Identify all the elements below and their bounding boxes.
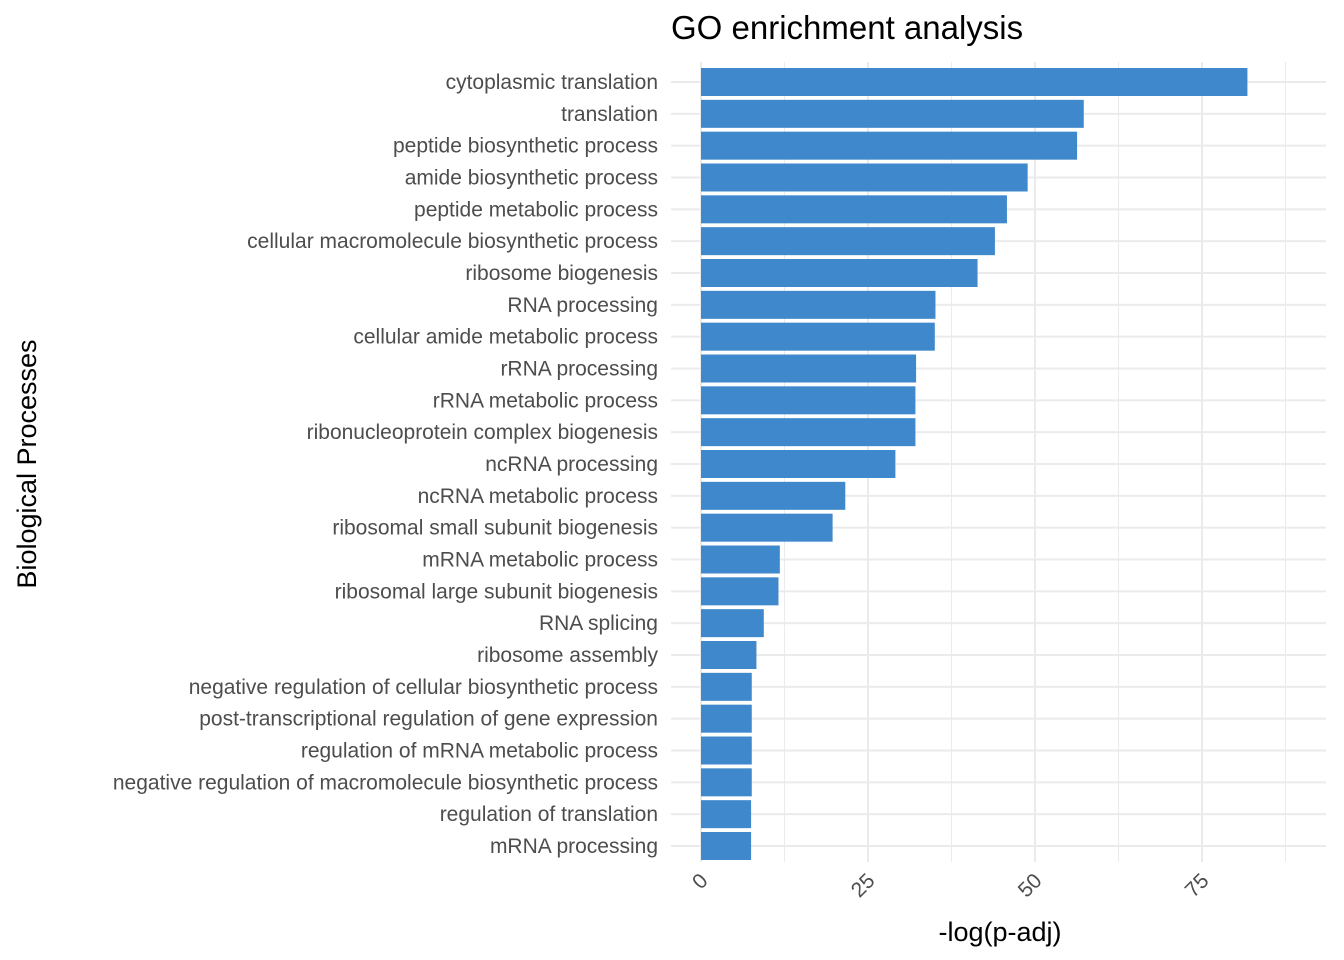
bar (701, 704, 752, 733)
bar (701, 768, 752, 797)
x-tick-label: 25 (847, 869, 880, 902)
category-label: mRNA processing (490, 835, 658, 858)
bar (701, 163, 1028, 192)
category-label: cellular amide metabolic process (353, 326, 658, 349)
category-label: ribosomal large subunit biogenesis (335, 580, 658, 603)
category-label: negative regulation of cellular biosynth… (189, 676, 658, 699)
bar (701, 545, 780, 574)
category-label: regulation of mRNA metabolic process (301, 740, 658, 763)
bar (701, 195, 1007, 224)
category-label: post-transcriptional regulation of gene … (199, 708, 658, 731)
bar (701, 418, 916, 447)
bar (701, 641, 757, 669)
bar (701, 800, 752, 829)
category-label: RNA processing (507, 294, 658, 317)
category-label: regulation of translation (440, 803, 658, 826)
bar (701, 322, 935, 351)
bar (701, 672, 752, 701)
bar (701, 68, 1248, 96)
category-label: ncRNA processing (485, 453, 658, 476)
category-label: translation (561, 103, 658, 126)
x-tick-label: 0 (688, 869, 713, 894)
category-label: ribosomal small subunit biogenesis (332, 517, 658, 540)
x-axis-title: -log(p-adj) (938, 917, 1061, 947)
bar (701, 99, 1084, 128)
bar (701, 450, 896, 478)
bar (701, 227, 995, 256)
category-label: peptide biosynthetic process (393, 135, 658, 158)
bar (701, 513, 833, 542)
category-label: mRNA metabolic process (422, 549, 658, 572)
category-label: amide biosynthetic process (405, 167, 658, 190)
bar (701, 736, 752, 765)
y-axis-title: Biological Processes (12, 339, 42, 588)
bar (701, 259, 978, 287)
bar (701, 386, 916, 415)
bar (701, 577, 779, 606)
category-label: ncRNA metabolic process (418, 485, 658, 508)
x-tick-label: 50 (1014, 869, 1047, 902)
category-label: rRNA processing (500, 358, 658, 381)
x-tick-label: 75 (1181, 869, 1214, 902)
category-labels: cytoplasmic translation translation peptid… (113, 71, 659, 858)
bar (701, 481, 846, 510)
bar (701, 131, 1078, 160)
category-label: negative regulation of macromolecule bio… (113, 771, 658, 794)
bars-group (701, 68, 1248, 860)
category-label: rRNA metabolic process (433, 389, 658, 412)
x-tick-labels: 0 25 50 75 (688, 869, 1214, 902)
bar (701, 290, 936, 319)
category-label: cytoplasmic translation (446, 71, 658, 94)
category-label: ribosome assembly (477, 644, 658, 667)
category-label: RNA splicing (539, 612, 658, 635)
category-label: ribonucleoprotein complex biogenesis (307, 421, 658, 444)
bar (701, 609, 764, 638)
bar (701, 832, 752, 860)
chart-title: GO enrichment analysis (671, 9, 1023, 46)
category-label: ribosome biogenesis (465, 262, 658, 285)
bar (701, 354, 917, 383)
category-label: peptide metabolic process (414, 198, 658, 221)
category-label: cellular macromolecule biosynthetic proc… (247, 230, 658, 253)
